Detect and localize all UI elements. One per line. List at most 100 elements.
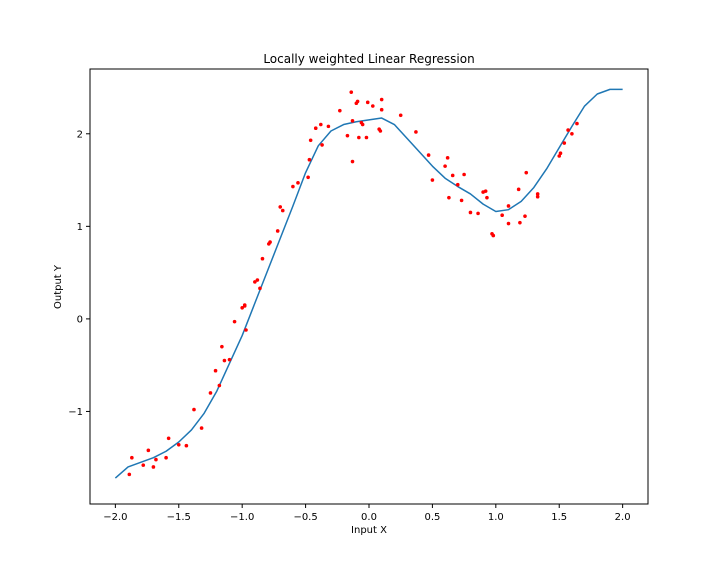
data-point [227,357,232,362]
data-point [485,195,489,200]
data-point [357,135,361,140]
data-point [242,304,247,308]
data-point [516,187,521,192]
data-point [518,220,522,225]
x-tick-label: −2.0 [103,512,127,523]
data-point [278,205,283,209]
data-point [506,221,511,226]
data-point [414,130,418,134]
x-tick-label: −1.0 [230,512,254,523]
data-point [535,194,540,199]
plot-area [114,88,623,479]
data-point [280,208,285,213]
data-point [557,154,562,158]
data-point [459,198,464,203]
data-point [184,443,189,448]
x-axis: −2.0 −1.5 −1.0 −0.5 0.0 0.5 1.0 1.5 2.0 [103,504,631,523]
x-tick-label: 0.5 [424,512,440,523]
data-point [575,121,579,126]
data-point [244,328,248,332]
data-point [192,407,196,412]
data-point [130,455,134,460]
data-point [255,278,260,282]
data-point [379,107,384,112]
data-point [326,124,331,129]
x-tick-label: 1.5 [551,512,567,523]
data-point [349,90,354,94]
data-point [445,156,450,160]
data-point [523,214,527,218]
data-point [217,383,222,388]
data-point [127,472,132,477]
data-point [398,113,403,118]
data-point [430,178,435,182]
data-point [468,210,473,215]
data-point [476,211,480,216]
data-point [371,104,375,108]
chart-title: Locally weighted Linear Regression [263,52,474,66]
data-point [154,457,158,462]
data-point [232,319,237,324]
data-point [345,133,350,138]
data-point [240,305,244,310]
data-point [379,97,384,102]
y-tick-label: 0 [77,314,83,325]
data-point [491,233,496,238]
data-point [258,286,262,291]
data-point [253,280,257,284]
data-point [350,119,355,123]
data-point [199,426,204,430]
data-point [365,100,370,105]
data-point [378,129,383,133]
data-point [447,195,451,200]
data-point [306,175,310,180]
data-point [141,463,146,467]
data-point [562,141,567,145]
y-tick-label: 2 [77,129,83,140]
data-point [455,182,460,187]
data-point [296,181,300,185]
data-point [500,213,504,218]
data-point [220,344,224,349]
data-point [222,358,227,363]
data-point [208,391,213,395]
data-point [355,99,360,104]
regression-curve [114,88,623,479]
data-point [426,153,431,157]
y-axis: −1 0 1 2 [68,129,90,418]
y-axis-label: Output Y [53,264,64,309]
data-point [151,465,156,469]
data-point [166,436,171,441]
x-tick-label: 2.0 [615,512,631,523]
data-point [307,157,312,162]
data-point [260,256,265,261]
data-point [360,122,365,127]
data-point [308,138,313,143]
x-axis-label: Input X [351,525,387,536]
data-point [535,192,540,196]
data-point [213,368,218,373]
y-tick-label: −1 [68,407,83,418]
data-point [338,108,342,113]
data-point [268,240,272,244]
data-point [450,173,455,178]
data-point [164,455,168,460]
data-point [558,151,563,156]
data-point [483,189,488,193]
data-point [364,135,369,140]
data-point [291,184,295,189]
data-point [275,229,280,233]
data-point [320,143,324,147]
x-tick-label: −1.5 [167,512,191,523]
data-point [566,128,570,132]
data-point [570,131,574,136]
data-point [524,170,529,175]
data-point [313,126,318,131]
data-point [146,448,151,453]
data-point [350,159,355,164]
x-tick-label: −0.5 [293,512,317,523]
x-tick-label: 0.0 [361,512,377,523]
y-tick-label: 1 [77,222,83,233]
data-point [506,204,511,208]
